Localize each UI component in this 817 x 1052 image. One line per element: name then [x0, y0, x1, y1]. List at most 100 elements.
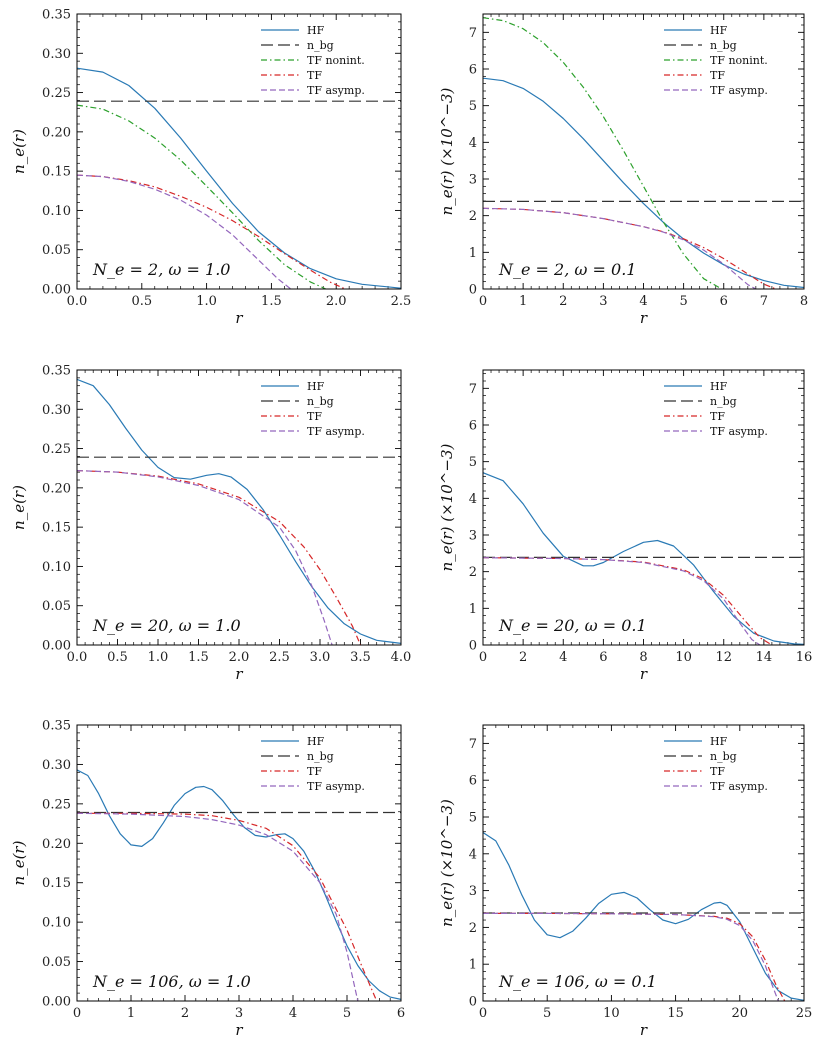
series-line-TF_asymp	[483, 207, 757, 289]
y-tick-label: 0.30	[42, 47, 71, 62]
x-axis-label: r	[235, 309, 243, 327]
series-line-TF_asymp	[77, 174, 292, 289]
y-tick-label: 2	[469, 209, 477, 224]
panel-annotation: N_e = 2, ω = 1.0	[92, 260, 230, 279]
legend: HF n_bg TF nonint. TF TF asymp.	[664, 24, 768, 97]
y-tick-label: 0.15	[42, 521, 71, 536]
panel-p11: 0.0 0.5 1.0 1.5 2.0 2.5 0.00 0.05 0.10 0.15 0.20 0.…	[10, 8, 411, 328]
x-tick-label: 3.5	[350, 650, 371, 665]
series-line-TF	[483, 557, 773, 645]
legend: HF n_bg TF TF asymp.	[261, 735, 365, 793]
x-axis-label: r	[640, 309, 648, 327]
y-tick-label: 0.00	[42, 639, 71, 654]
x-tick-label: 1.5	[261, 294, 282, 309]
legend: HF n_bg TF TF asymp.	[664, 380, 768, 438]
y-tick-label: 0.00	[42, 995, 71, 1010]
x-tick-label: 16	[796, 650, 813, 665]
plot-frame	[76, 13, 402, 290]
x-axis-label: r	[640, 1021, 648, 1039]
legend-label-nbg: n_bg	[710, 395, 737, 408]
y-tick-label: 1	[469, 958, 477, 973]
x-tick-label: 2.5	[391, 294, 412, 309]
legend-label-HF: HF	[307, 24, 325, 37]
y-tick-label: 0.25	[42, 797, 71, 812]
y-tick-label: 0.20	[42, 125, 71, 140]
series-line-TF	[483, 912, 786, 1001]
x-tick-label: 4	[639, 294, 647, 309]
x-tick-label: 3	[599, 294, 607, 309]
legend-label-HF: HF	[710, 24, 728, 37]
x-tick-label: 0.5	[131, 294, 152, 309]
y-tick-label: 1	[469, 246, 477, 261]
x-tick-label: 0	[479, 650, 487, 665]
x-tick-label: 0	[479, 294, 487, 309]
series-line-TF_asymp	[483, 557, 761, 645]
legend-label-nbg: n_bg	[307, 39, 334, 52]
y-tick-label: 0.35	[42, 364, 71, 379]
x-tick-label: 3.0	[310, 650, 331, 665]
x-tick-label: 6	[599, 650, 607, 665]
legend-label-nbg: n_bg	[307, 395, 334, 408]
legend: HF n_bg TF TF asymp.	[261, 380, 365, 438]
y-axis-label: n_e(r) (×10^−3)	[438, 799, 456, 927]
legend: HF n_bg TF nonint. TF TF asymp.	[261, 24, 365, 97]
panel-p21: 0.0 0.5 1.0 1.5 2.0 2.5 3.0 3.5 4.0 0.00 0.05 0.10 0…	[10, 364, 411, 684]
x-tick-label: 5	[343, 1006, 351, 1021]
x-tick-label: 10	[675, 650, 692, 665]
panel-p32: 0 5 10 15 20 25 0 1 2 3 4 5 6 7 r n_e(r) (×10^−3) N_e = …	[438, 724, 812, 1039]
y-tick-label: 0	[469, 283, 477, 298]
y-tick-label: 0.10	[42, 204, 71, 219]
x-tick-label: 5	[679, 294, 687, 309]
y-tick-label: 0.35	[42, 8, 71, 23]
legend-label-TF: TF	[307, 69, 322, 82]
x-tick-label: 8	[639, 650, 647, 665]
x-tick-label: 1	[519, 294, 527, 309]
y-tick-label: 6	[469, 63, 477, 78]
x-tick-label: 14	[756, 650, 773, 665]
legend-label-TF: TF	[307, 765, 322, 778]
x-axis-label: r	[235, 665, 243, 683]
y-tick-label: 3	[469, 529, 477, 544]
y-axis-label: n_e(r)	[10, 129, 28, 174]
y-tick-label: 0	[469, 639, 477, 654]
y-tick-label: 6	[469, 419, 477, 434]
legend-label-HF: HF	[307, 735, 325, 748]
x-tick-label: 0.5	[107, 650, 128, 665]
x-tick-label: 1	[127, 1006, 135, 1021]
y-tick-label: 7	[469, 382, 477, 397]
series-line-TF	[483, 207, 777, 289]
legend-label-TF_asymp: TF asymp.	[307, 425, 365, 438]
plot-frame	[482, 369, 805, 646]
x-tick-label: 20	[732, 1006, 749, 1021]
legend-label-TF_nonint: TF nonint.	[710, 54, 768, 67]
legend-label-HF: HF	[710, 735, 728, 748]
x-tick-label: 1.5	[188, 650, 209, 665]
x-tick-label: 5	[543, 1006, 551, 1021]
series-group	[483, 17, 804, 289]
plot-frame	[482, 13, 805, 290]
y-tick-label: 5	[469, 99, 477, 114]
y-tick-label: 4	[469, 847, 477, 862]
legend-label-TF: TF	[307, 410, 322, 423]
y-tick-label: 0.20	[42, 837, 71, 852]
x-tick-label: 8	[800, 294, 808, 309]
plot-frame	[76, 724, 402, 1002]
x-tick-label: 0	[73, 1006, 81, 1021]
y-tick-label: 5	[469, 455, 477, 470]
y-axis-label: n_e(r) (×10^−3)	[438, 443, 456, 571]
panel-annotation: N_e = 20, ω = 1.0	[92, 616, 241, 635]
x-tick-label: 3	[235, 1006, 243, 1021]
series-group	[77, 67, 401, 289]
y-tick-label: 0.05	[42, 599, 71, 614]
series-line-HF	[483, 831, 804, 1001]
y-tick-label: 0.25	[42, 86, 71, 101]
y-tick-label: 0.30	[42, 758, 71, 773]
series-line-TF_asymp	[77, 812, 359, 1001]
panel-p12: 0 1 2 3 4 5 6 7 8 0 1 2 3 4 5 6 7 r n_e(r) (×10^−3) N_e = 2…	[438, 13, 808, 327]
x-tick-label: 0	[479, 1006, 487, 1021]
series-line-HF	[77, 67, 401, 289]
y-tick-label: 7	[469, 737, 477, 752]
legend: HF n_bg TF TF asymp.	[664, 735, 768, 793]
